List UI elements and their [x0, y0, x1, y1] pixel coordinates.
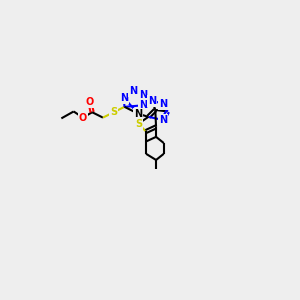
Text: N: N — [139, 90, 147, 100]
Text: N: N — [148, 96, 156, 106]
Text: S: S — [110, 107, 117, 117]
Text: O: O — [79, 112, 87, 123]
Text: N: N — [120, 93, 128, 103]
Text: O: O — [86, 97, 94, 107]
Text: N: N — [159, 115, 167, 125]
Text: S: S — [135, 119, 142, 129]
Text: N: N — [129, 86, 137, 96]
Text: N: N — [159, 99, 167, 109]
Text: N: N — [139, 100, 147, 110]
Text: N: N — [134, 109, 142, 119]
